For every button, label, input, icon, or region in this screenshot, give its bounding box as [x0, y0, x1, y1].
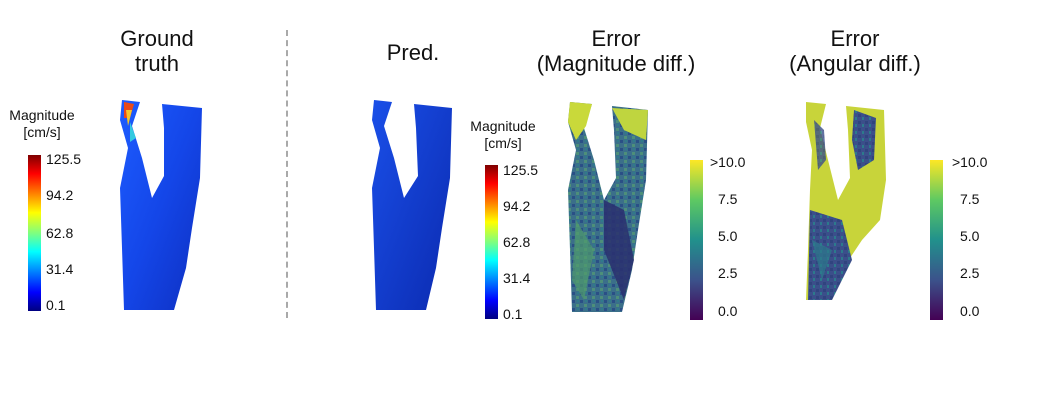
err-mag-tick-5: 5.0 [718, 228, 738, 244]
ground-truth-title: Ground truth [92, 26, 222, 76]
err-ang-tick-5: 5.0 [960, 228, 980, 244]
pred-tick-31-4: 31.4 [503, 270, 531, 286]
gt-colorbar-title-line2: [cm/s] [23, 124, 61, 140]
ground-truth-title-line2: truth [134, 51, 180, 76]
pred-vessel-render [372, 100, 452, 310]
gt-colorbar-title: Magnitude [cm/s] [2, 107, 82, 141]
pred-colorbar-title-line1: Magnitude [470, 118, 536, 134]
error-angular-title-line1: Error [830, 26, 880, 51]
ground-truth-vessel-render [120, 100, 202, 310]
pred-tick-94-2: 94.2 [503, 198, 531, 214]
error-magnitude-title-line2: (Magnitude diff.) [536, 51, 696, 76]
pred-title: Pred. [386, 40, 440, 65]
err-mag-tick-7-5: 7.5 [718, 191, 738, 207]
gt-colorbar-title-line1: Magnitude [9, 107, 75, 123]
error-angular-vessel-render [806, 102, 886, 300]
gt-tick-62-8: 62.8 [46, 225, 74, 241]
pred-tick-62-8: 62.8 [503, 234, 531, 250]
error-magnitude-colorbar [690, 160, 703, 320]
err-ang-tick-2-5: 2.5 [960, 265, 980, 281]
err-ang-tick-7-5: 7.5 [960, 191, 980, 207]
gt-tick-0-1: 0.1 [46, 297, 66, 313]
pred-magnitude-colorbar [485, 165, 498, 319]
error-magnitude-vessel-render [568, 102, 648, 312]
pred-colorbar-title-line2: [cm/s] [484, 135, 522, 151]
error-magnitude-title: Error (Magnitude diff.) [516, 26, 716, 76]
gt-tick-94-2: 94.2 [46, 187, 74, 203]
pred-tick-125-5: 125.5 [503, 162, 539, 178]
err-mag-tick-0: 0.0 [718, 303, 738, 319]
err-mag-tick-10: >10.0 [710, 154, 746, 170]
pred-tick-0-1: 0.1 [503, 306, 523, 322]
section-divider [286, 30, 288, 318]
error-angular-title-line2: (Angular diff.) [789, 51, 921, 76]
gt-tick-31-4: 31.4 [46, 261, 74, 277]
error-magnitude-title-line1: Error [591, 26, 641, 51]
gt-magnitude-colorbar [28, 155, 41, 311]
err-ang-tick-0: 0.0 [960, 303, 980, 319]
error-angular-colorbar [930, 160, 943, 320]
error-angular-title: Error (Angular diff.) [760, 26, 950, 76]
ground-truth-title-line1: Ground [120, 26, 194, 51]
err-ang-tick-10: >10.0 [952, 154, 988, 170]
pred-colorbar-title: Magnitude [cm/s] [463, 118, 543, 152]
err-mag-tick-2-5: 2.5 [718, 265, 738, 281]
gt-tick-125-5: 125.5 [46, 151, 82, 167]
